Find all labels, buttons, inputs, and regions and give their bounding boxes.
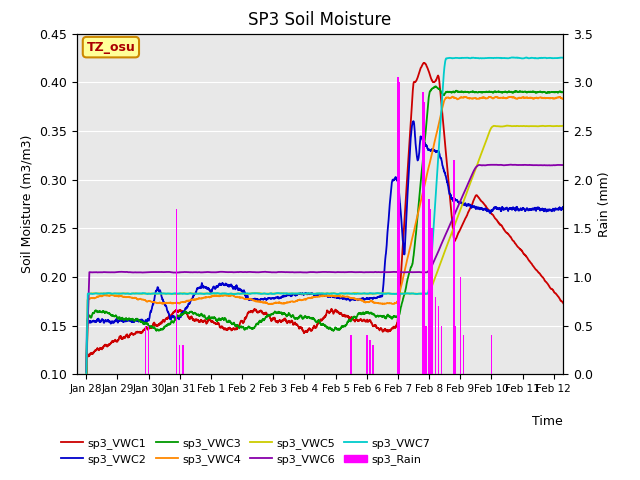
Bar bbox=[397, 77, 399, 374]
Y-axis label: Soil Moisture (m3/m3): Soil Moisture (m3/m3) bbox=[20, 135, 34, 273]
Bar bbox=[422, 92, 424, 374]
Bar bbox=[463, 336, 464, 374]
Bar bbox=[182, 345, 184, 374]
Y-axis label: Rain (mm): Rain (mm) bbox=[598, 171, 611, 237]
Bar bbox=[351, 336, 352, 374]
Bar bbox=[441, 326, 442, 374]
Bar bbox=[491, 336, 492, 374]
Bar bbox=[399, 82, 400, 374]
Bar bbox=[369, 340, 371, 374]
Bar bbox=[428, 199, 430, 374]
Bar bbox=[424, 102, 425, 374]
Bar bbox=[435, 297, 436, 374]
Bar bbox=[145, 326, 146, 374]
Legend: sp3_VWC1, sp3_VWC2, sp3_VWC3, sp3_VWC4, sp3_VWC5, sp3_VWC6, sp3_VWC7, sp3_Rain: sp3_VWC1, sp3_VWC2, sp3_VWC3, sp3_VWC4, … bbox=[57, 433, 435, 469]
Bar bbox=[460, 277, 461, 374]
Bar bbox=[431, 228, 433, 374]
Text: Time: Time bbox=[532, 415, 563, 428]
Bar bbox=[366, 336, 367, 374]
Text: TZ_osu: TZ_osu bbox=[86, 41, 135, 54]
Bar bbox=[455, 326, 456, 374]
Title: SP3 Soil Moisture: SP3 Soil Moisture bbox=[248, 11, 392, 29]
Bar bbox=[430, 209, 431, 374]
Bar bbox=[179, 345, 180, 374]
Bar bbox=[148, 326, 149, 374]
Bar bbox=[425, 326, 427, 374]
Bar bbox=[372, 345, 374, 374]
Bar bbox=[176, 209, 177, 374]
Bar bbox=[438, 306, 439, 374]
Bar bbox=[453, 160, 455, 374]
